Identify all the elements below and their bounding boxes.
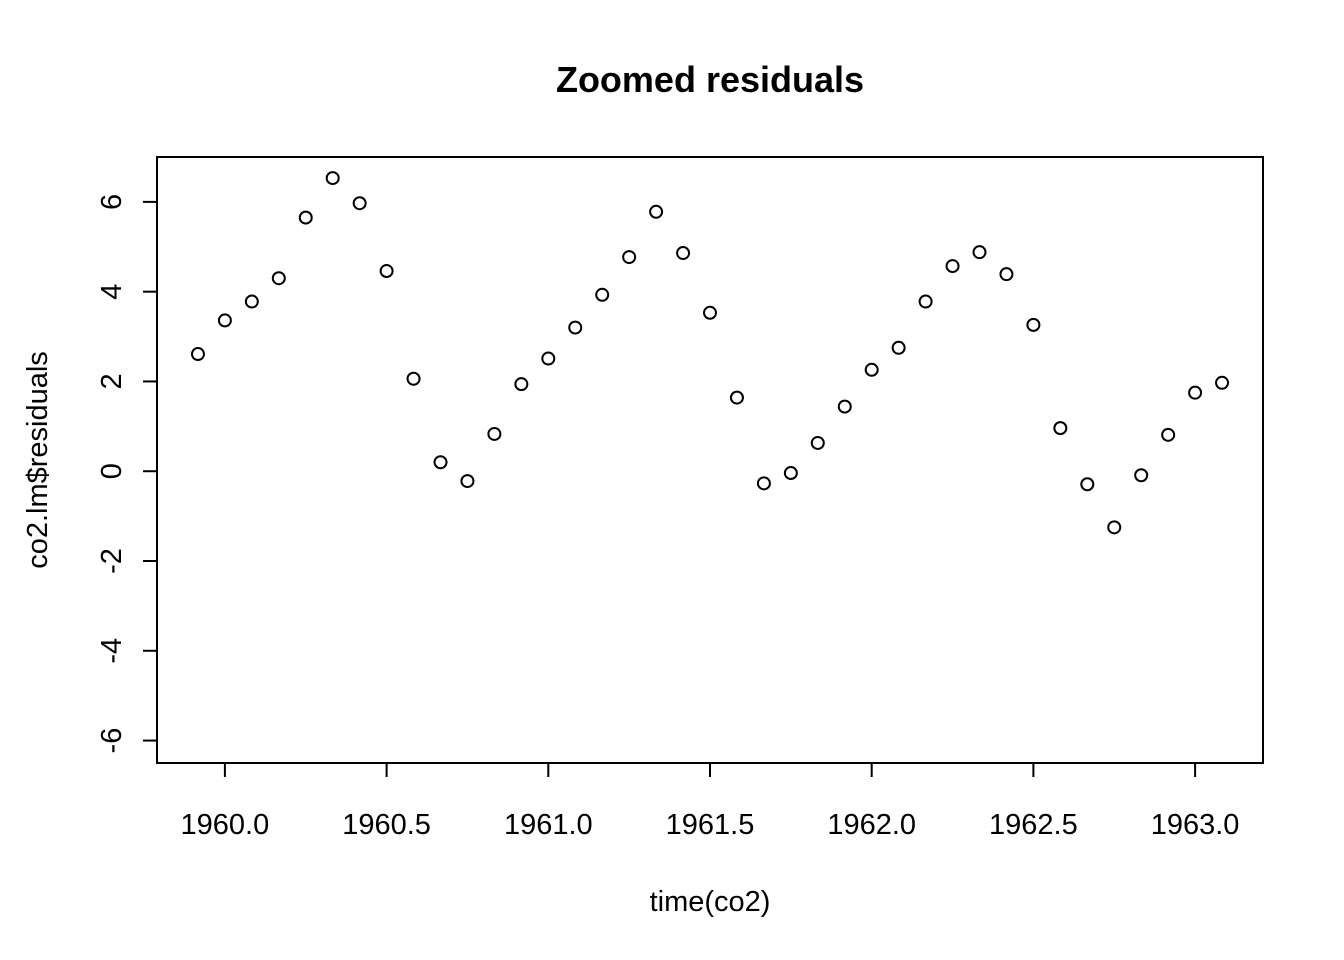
data-point: [379, 264, 394, 279]
data-point: [433, 455, 448, 470]
data-point: [1134, 468, 1149, 483]
x-tick-label: 1961.0: [504, 809, 593, 841]
data-point: [1215, 375, 1230, 390]
data-point: [729, 390, 744, 405]
data-point: [649, 204, 664, 219]
x-tick-label: 1960.0: [181, 809, 270, 841]
data-point: [541, 351, 556, 366]
y-tick-label: -2: [96, 548, 128, 574]
data-point: [1026, 317, 1041, 332]
data-point: [1053, 421, 1068, 436]
data-point: [1188, 385, 1203, 400]
x-axis: 1960.0 1960.5 1961.0 1961.5 1962.0 1962.5 1963…: [181, 762, 1240, 841]
data-point: [810, 435, 825, 450]
x-axis-label: time(co2): [650, 886, 771, 918]
data-point: [891, 340, 906, 355]
data-point: [568, 320, 583, 335]
x-tick-label: 1963.0: [1151, 809, 1240, 841]
y-tick-label: 4: [96, 284, 128, 300]
y-tick-label: 2: [96, 373, 128, 389]
data-point: [514, 377, 529, 392]
y-tick-label: 6: [96, 194, 128, 210]
data-point: [244, 294, 259, 309]
data-points: [190, 171, 1230, 535]
data-point: [837, 399, 852, 414]
data-point: [595, 287, 610, 302]
data-point: [298, 210, 313, 225]
y-tick-label: -6: [96, 728, 128, 754]
data-point: [487, 426, 502, 441]
plot-area-frame: [156, 156, 1264, 764]
data-point: [190, 347, 205, 362]
data-point: [676, 246, 691, 261]
data-point: [703, 305, 717, 320]
x-tick-label: 1960.5: [342, 809, 431, 841]
data-point: [217, 313, 232, 328]
data-point: [999, 267, 1014, 282]
data-point: [783, 466, 798, 481]
chart-title: Zoomed residuals: [556, 59, 864, 100]
data-point: [972, 245, 987, 260]
data-point: [945, 259, 960, 274]
data-point: [864, 362, 879, 377]
data-point: [460, 474, 475, 489]
x-tick-label: 1962.5: [989, 809, 1078, 841]
data-point: [1080, 477, 1095, 492]
data-point: [352, 196, 367, 211]
data-point: [918, 294, 933, 309]
data-point: [1107, 520, 1122, 535]
data-point: [622, 250, 637, 265]
y-tick-label: 0: [96, 463, 128, 479]
y-tick-label: -4: [96, 638, 128, 664]
x-tick-label: 1961.5: [666, 809, 755, 841]
y-axis-label: co2.lm$residuals: [22, 351, 54, 569]
data-point: [406, 371, 421, 386]
data-point: [271, 271, 286, 286]
data-point: [325, 171, 340, 186]
y-axis: -6 -4 -2 0 2 4 6: [96, 194, 158, 754]
data-point: [756, 476, 771, 491]
data-point: [1161, 427, 1176, 442]
x-tick-label: 1962.0: [827, 809, 916, 841]
